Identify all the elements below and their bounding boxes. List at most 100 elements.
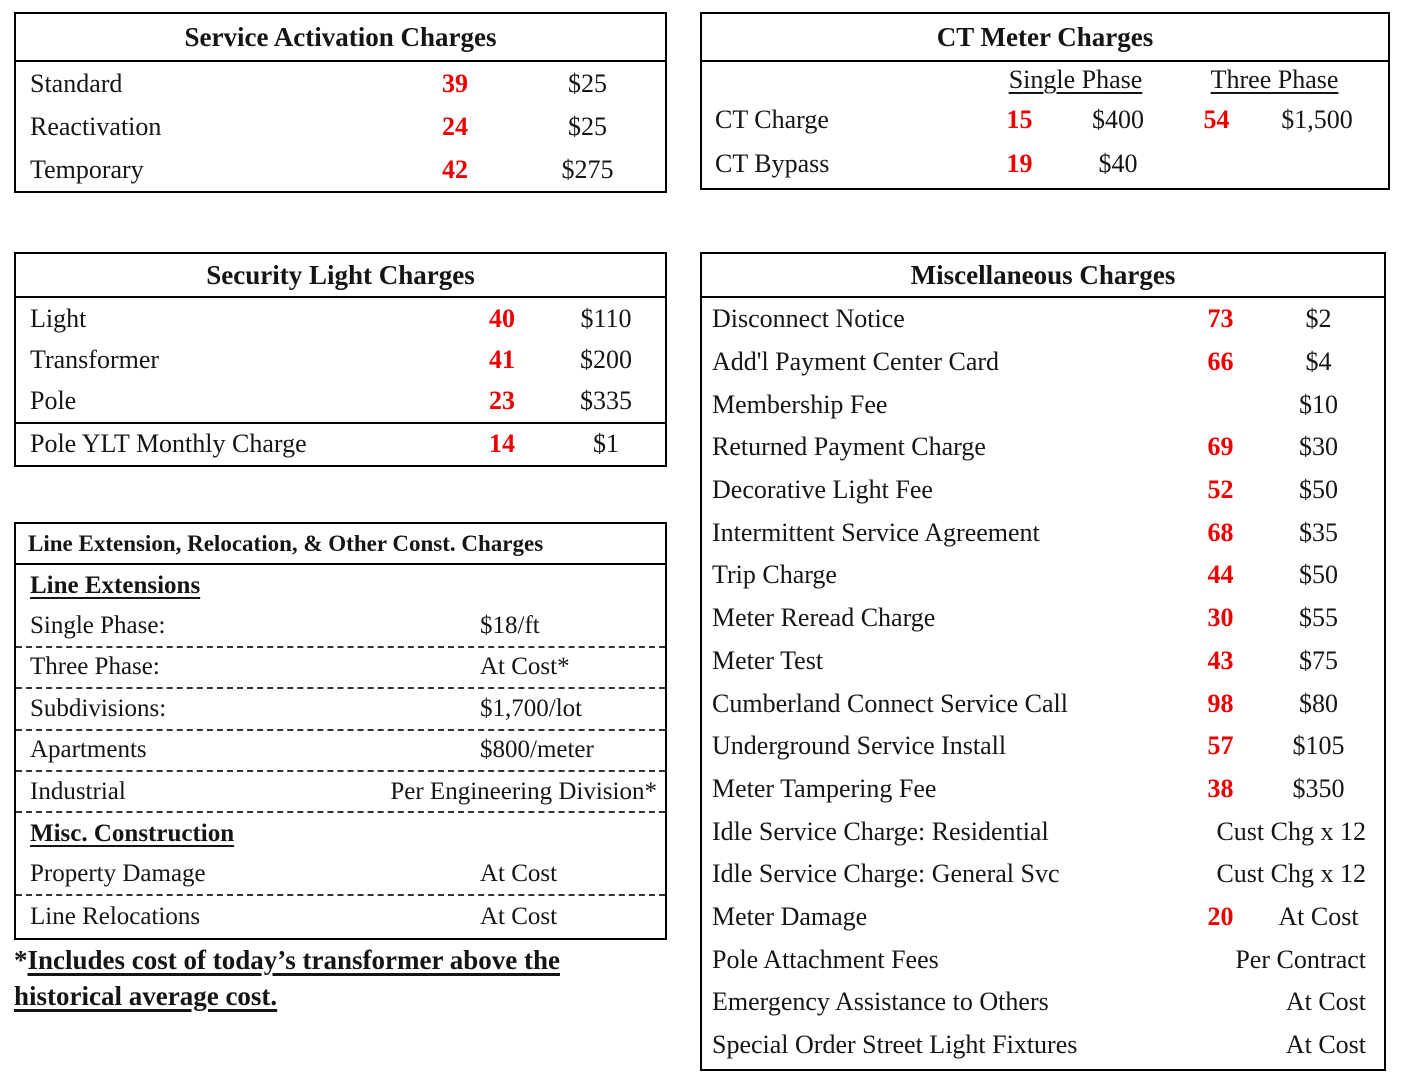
table-row: Underground Service Install 57 $105 xyxy=(702,725,1384,768)
row-code: 41 xyxy=(489,344,515,374)
row-label: Apartments xyxy=(30,736,147,764)
row-code: 57 xyxy=(1207,731,1234,761)
row-amount: At Cost xyxy=(1278,901,1359,931)
row-code: 20 xyxy=(1207,901,1234,931)
table-row: Idle Service Charge: Residential Cust Ch… xyxy=(702,810,1384,853)
table-row: Pole 23 $335 xyxy=(16,381,665,422)
row-code: 30 xyxy=(1207,603,1234,633)
row-value: At Cost xyxy=(1285,987,1366,1017)
service-activation-table: Service Activation Charges Standard 39 $… xyxy=(14,12,667,193)
table-row: Idle Service Charge: General Svc Cust Ch… xyxy=(702,853,1384,896)
row-label: CT Charge xyxy=(715,105,829,134)
row-label: Meter Tampering Fee xyxy=(712,773,937,803)
row-code: 66 xyxy=(1207,347,1234,377)
table-row: Single Phase: $18/ft xyxy=(16,606,665,648)
row-amount: $30 xyxy=(1299,432,1338,462)
table-row: Light 40 $110 xyxy=(16,298,665,339)
row-code: 44 xyxy=(1207,560,1234,590)
table-title: Miscellaneous Charges xyxy=(702,254,1384,298)
row-label: Cumberland Connect Service Call xyxy=(712,688,1068,718)
row-code: 42 xyxy=(442,154,468,184)
security-light-table: Security Light Charges Light 40 $110 Tra… xyxy=(14,252,667,467)
row-label: Pole YLT Monthly Charge xyxy=(30,429,307,459)
row-code: 54 xyxy=(1203,105,1230,134)
table-row: Meter Damage 20 At Cost xyxy=(702,896,1384,939)
row-amount: $1,500 xyxy=(1281,105,1353,134)
row-code: 52 xyxy=(1207,475,1234,505)
table-row: Intermittent Service Agreement 68 $35 xyxy=(702,511,1384,554)
table-row: Special Order Street Light Fixtures At C… xyxy=(702,1024,1384,1067)
miscellaneous-charges-table: Miscellaneous Charges Disconnect Notice … xyxy=(700,252,1386,1071)
section-heading-row: Misc. Construction xyxy=(16,813,665,854)
row-label: Meter Damage xyxy=(712,901,868,931)
row-value: Per Engineering Division* xyxy=(390,777,657,805)
row-amount: $335 xyxy=(580,386,632,416)
table-row: Apartments $800/meter xyxy=(16,731,665,772)
row-value: At Cost xyxy=(1285,1030,1366,1060)
table-row: Property Damage At Cost xyxy=(16,855,665,897)
row-value: Per Contract xyxy=(1235,944,1366,974)
row-code: 24 xyxy=(442,111,468,141)
row-code: 23 xyxy=(489,386,515,416)
row-label: Reactivation xyxy=(30,111,162,141)
table-row: Pole Attachment Fees Per Contract xyxy=(702,938,1384,981)
row-label: Standard xyxy=(30,68,123,98)
row-label: Property Damage xyxy=(30,860,206,888)
row-label: Returned Payment Charge xyxy=(712,432,986,462)
table-row: Three Phase: At Cost* xyxy=(16,648,665,690)
row-label: Transformer xyxy=(30,344,160,374)
row-amount: $2 xyxy=(1305,304,1332,334)
row-label: Single Phase: xyxy=(30,612,166,640)
footnote-marker: * xyxy=(14,945,28,975)
row-label: Disconnect Notice xyxy=(712,304,905,334)
row-code: 73 xyxy=(1207,304,1234,334)
row-amount: $4 xyxy=(1305,347,1332,377)
row-amount: $350 xyxy=(1292,773,1345,803)
row-amount: $1 xyxy=(593,429,619,459)
section-heading: Line Extensions xyxy=(30,571,201,599)
column-header-three-phase: Three Phase xyxy=(1210,65,1339,94)
table-row: CT Charge 15 $400 54 $1,500 xyxy=(702,98,1388,142)
table-row: Emergency Assistance to Others At Cost xyxy=(702,981,1384,1024)
row-amount: $25 xyxy=(568,68,607,98)
row-label: Underground Service Install xyxy=(712,731,1007,761)
row-amount: $110 xyxy=(580,303,632,333)
footnote-line2: historical average cost. xyxy=(14,981,278,1011)
table-row: Standard 39 $25 xyxy=(16,62,665,105)
row-amount: $40 xyxy=(1098,149,1138,178)
table-row: Membership Fee $10 xyxy=(702,383,1384,426)
table-row: Meter Tampering Fee 38 $350 xyxy=(702,768,1384,811)
row-amount: $200 xyxy=(580,344,632,374)
row-label: Intermittent Service Agreement xyxy=(712,517,1040,547)
row-label: Decorative Light Fee xyxy=(712,475,933,505)
row-code: 98 xyxy=(1207,688,1234,718)
row-value: $1,700/lot xyxy=(480,694,583,722)
row-amount: $55 xyxy=(1299,603,1338,633)
row-label: CT Bypass xyxy=(715,149,830,178)
table-row: Temporary 42 $275 xyxy=(16,148,665,191)
row-label: Add'l Payment Center Card xyxy=(712,347,1000,377)
row-value: Cust Chg x 12 xyxy=(1216,816,1366,846)
footnote-line1: Includes cost of today’s transformer abo… xyxy=(27,945,560,975)
row-label: Special Order Street Light Fixtures xyxy=(712,1030,1078,1060)
table-title: Security Light Charges xyxy=(16,254,665,298)
row-code: 69 xyxy=(1207,432,1234,462)
row-code: 39 xyxy=(442,68,468,98)
footnote: *Includes cost of today’s transformer ab… xyxy=(14,942,682,1014)
row-label: Light xyxy=(30,303,87,333)
row-label: Meter Test xyxy=(712,645,824,675)
table-row: Pole YLT Monthly Charge 14 $1 xyxy=(16,421,665,465)
row-label: Line Relocations xyxy=(30,902,201,930)
row-amount: $35 xyxy=(1299,517,1338,547)
row-amount: $75 xyxy=(1299,645,1338,675)
row-label: Industrial xyxy=(30,777,126,805)
row-amount: $80 xyxy=(1299,688,1338,718)
row-code: 68 xyxy=(1207,517,1234,547)
row-value: $18/ft xyxy=(480,612,540,640)
table-row: Cumberland Connect Service Call 98 $80 xyxy=(702,682,1384,725)
table-title: Line Extension, Relocation, & Other Cons… xyxy=(16,524,665,565)
row-code: 15 xyxy=(1006,105,1033,134)
row-label: Meter Reread Charge xyxy=(712,603,936,633)
row-code: 14 xyxy=(489,429,515,459)
